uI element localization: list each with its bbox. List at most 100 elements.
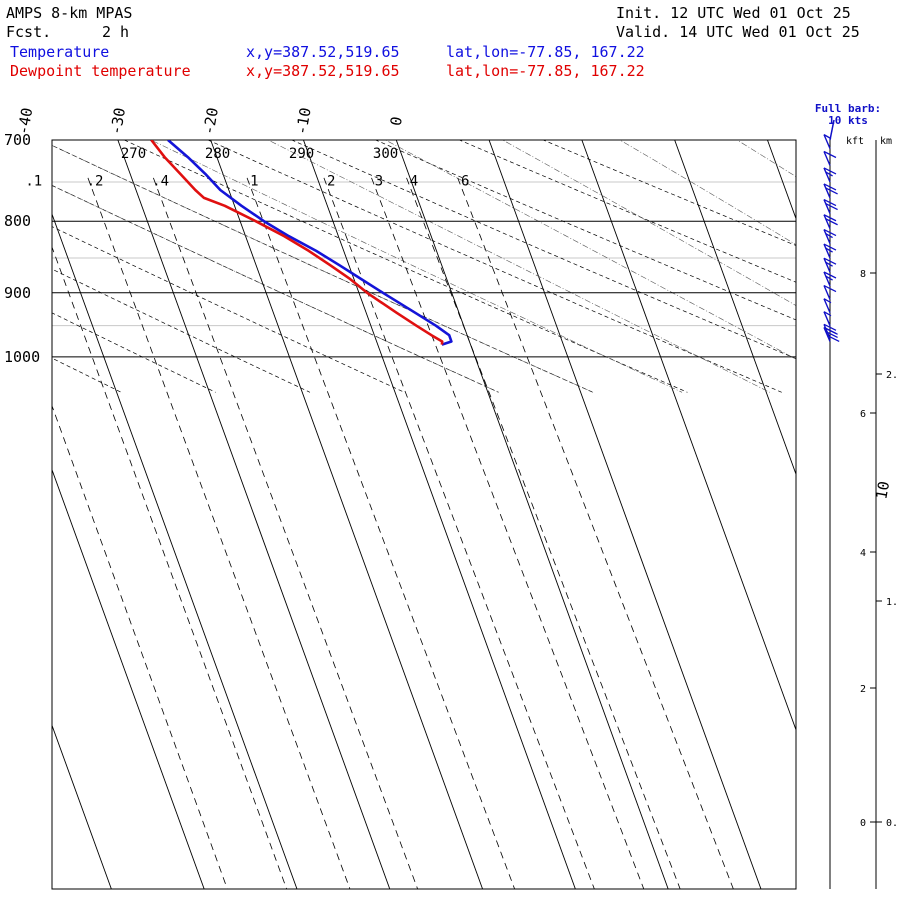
dry-adiabat-line (542, 140, 796, 246)
mixing-ratio-label: 3 (375, 174, 383, 190)
temperature-latlon: lat,lon=-77.85, 167.22 (446, 43, 645, 61)
dry-adiabat-line (207, 140, 782, 393)
isotherm-line (117, 140, 391, 889)
mixing-ratio-label: 1 (250, 174, 258, 190)
wind-barb-half (823, 298, 832, 304)
mixing-ratio-line (457, 177, 734, 889)
isotherm-line (303, 140, 576, 889)
mixing-ratio-label: .2 (87, 174, 104, 190)
wind-barb-half (825, 233, 833, 239)
dry-adiabat-label: 270 (121, 146, 146, 162)
wind-barb-full (823, 243, 837, 251)
dry-adiabat-label: 280 (205, 146, 230, 162)
mixing-ratio-line (406, 177, 681, 889)
mixing-ratio-label: 6 (461, 174, 469, 190)
moist-adiabat-line (52, 145, 594, 393)
wind-barb-full (823, 271, 837, 279)
isotherm-label: -40 (14, 106, 36, 136)
kft-tick-label: 6 (860, 409, 866, 420)
mixing-ratio-label: 4 (410, 174, 418, 190)
mixing-ratio-label: .4 (152, 174, 169, 190)
wind-barb-staff (823, 257, 831, 273)
wind-barb-staff (823, 214, 831, 230)
mixing-ratio-line (323, 177, 595, 889)
km-tick-label: 0. (886, 818, 898, 829)
barb-title-line2: 10 kts (828, 114, 868, 127)
wind-barb-half (823, 311, 832, 317)
isotherm-line (0, 140, 19, 889)
wind-barb-full (823, 228, 837, 237)
isotherm-label: 0 (387, 115, 406, 127)
wind-barb-staff (823, 271, 831, 287)
isotherm-label: 10 (872, 480, 893, 501)
wind-barb-full (823, 198, 837, 207)
mixing-ratio-line (371, 177, 645, 889)
dry-adiabat-line (123, 140, 688, 393)
isotherm-line (52, 212, 298, 889)
wind-barb-staff (823, 298, 831, 314)
mixing-ratio-line (87, 177, 351, 889)
wind-barb-half (825, 171, 833, 177)
pressure-tick-label: 800 (4, 212, 31, 230)
wind-barb-half (825, 275, 833, 281)
wind-barb-half (825, 247, 833, 253)
plot-border (51, 139, 797, 890)
wind-barb-full (823, 183, 837, 191)
init-time: Init. 12 UTC Wed 01 Oct 25 (616, 4, 851, 22)
km-unit-label: km (880, 136, 892, 147)
dry-adiabat-line (52, 226, 405, 393)
wind-barb-staff (823, 243, 831, 259)
mixing-ratio-line (52, 245, 288, 889)
wind-barb-staff (823, 285, 831, 300)
temperature-legend: Temperature (10, 43, 110, 61)
wind-barb-half (823, 134, 832, 140)
profile-lines (150, 140, 453, 346)
barb-staff-top (829, 119, 835, 141)
dry-adiabat-line (291, 140, 796, 360)
grid-lines (0, 140, 796, 889)
pressure-tick-label: 1000 (4, 348, 40, 366)
isotherm-line (52, 724, 112, 889)
wind-barb-staff (823, 324, 831, 339)
pressure-tick-label: 700 (4, 131, 31, 149)
moist-adiabat-line (502, 140, 796, 306)
isotherm-line (52, 468, 205, 889)
mixing-ratio-label: 2 (327, 174, 335, 190)
wind-barb-staff (823, 199, 831, 214)
dry-adiabat-line (52, 312, 216, 393)
dewpoint-line (150, 140, 444, 345)
wind-barb-full (823, 284, 837, 293)
isotherm-line (210, 140, 484, 889)
pressure-tick-label: 900 (4, 284, 31, 302)
dewpoint-legend: Dewpoint temperature (10, 62, 191, 80)
isotherm-line (767, 140, 796, 220)
moist-adiabat-line (736, 140, 796, 177)
moist-adiabat-line (384, 140, 796, 360)
moist-adiabat-line (267, 140, 770, 393)
kft-tick-label: 8 (860, 269, 866, 280)
dewpoint-xy: x,y=387.52,519.65 (246, 62, 400, 80)
kft-tick-label: 4 (860, 548, 866, 559)
barb-title-line1: Full barb: (815, 102, 881, 115)
wind-barb-full (823, 214, 837, 222)
kft-tick-label: 2 (860, 684, 866, 695)
dry-adiabat-line (52, 268, 311, 393)
moist-adiabat-line (52, 185, 499, 393)
moist-adiabat-line (150, 140, 683, 393)
temperature-xy: x,y=387.52,519.65 (246, 43, 400, 61)
kft-unit-label: kft (846, 136, 864, 147)
wind-barb-full (825, 218, 838, 226)
wind-barb-column: kft km 0 2 4 6 8 0. 1. 2. (823, 119, 898, 889)
wind-barb-staff (823, 183, 831, 199)
wind-barb-full (825, 202, 838, 211)
wind-barb-full (825, 187, 838, 195)
isotherm-label: -30 (107, 106, 129, 136)
temperature-line (167, 140, 453, 346)
wind-barb-staff (823, 151, 831, 166)
wind-barb-full (823, 167, 837, 175)
mixing-ratio-line (246, 177, 516, 889)
wind-barb-staff (823, 327, 831, 342)
km-tick-label: 2. (886, 370, 898, 381)
isotherm-line (395, 140, 669, 889)
